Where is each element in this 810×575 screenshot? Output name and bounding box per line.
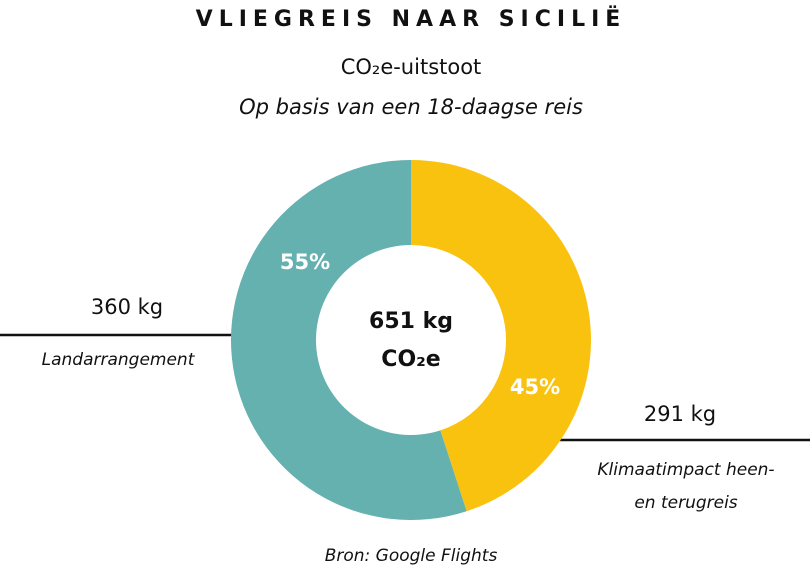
value-label: 45% <box>510 375 560 399</box>
amount-label: 360 kg <box>91 295 163 319</box>
category-label: Klimaatimpact heen- en terugreis <box>597 460 775 513</box>
slice <box>231 160 467 520</box>
chart-subtitle: Op basis van een 18-daagse reis <box>239 95 583 119</box>
amount-label: 291 kg <box>644 402 716 426</box>
center-label: CO₂e <box>381 347 440 372</box>
chart-title: VLIEGREIS NAAR SICILIË <box>196 6 627 32</box>
slice <box>411 159 592 512</box>
category-label: Landarrangement <box>41 350 195 370</box>
donut: 45% 55% <box>231 159 592 520</box>
source: Bron: Google Flights <box>325 546 498 566</box>
chart-subtitle: CO₂e-uitstoot <box>341 55 482 79</box>
value-label: 55% <box>280 250 330 274</box>
center-label: 651 kg <box>369 309 453 334</box>
